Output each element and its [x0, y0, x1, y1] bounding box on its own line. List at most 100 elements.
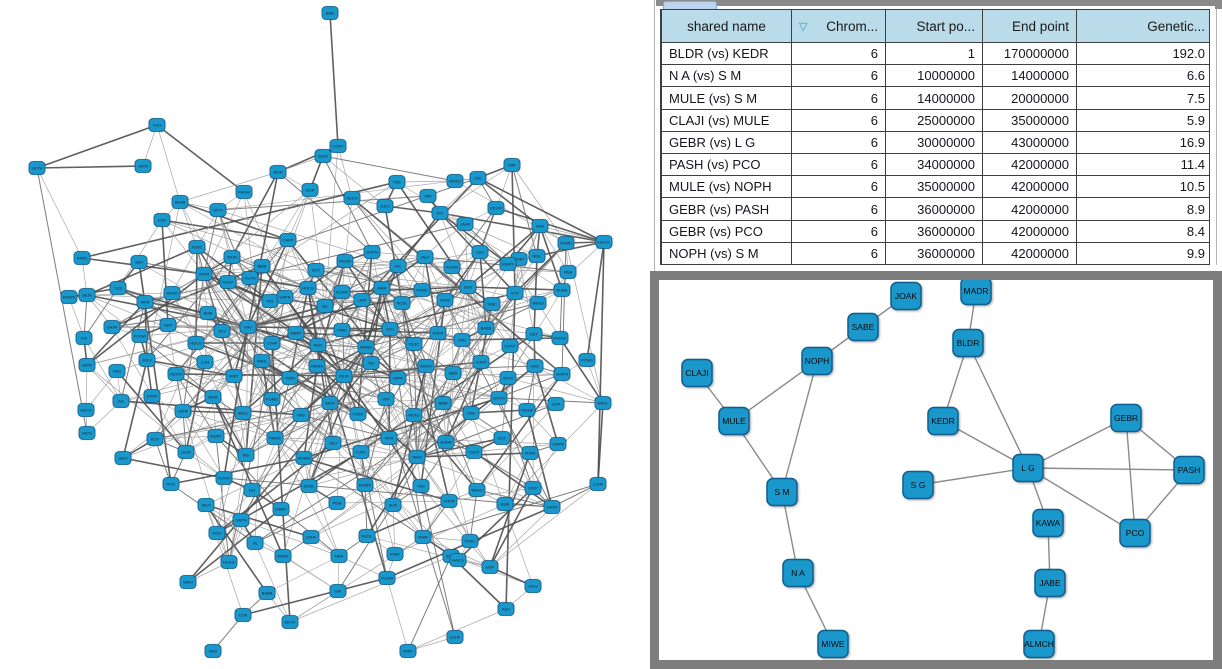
- node-shape[interactable]: [352, 445, 370, 459]
- overview-node[interactable]: LOHF: [302, 530, 320, 544]
- node-shape[interactable]: [207, 429, 225, 443]
- node-shape[interactable]: [243, 483, 261, 497]
- network-edge[interactable]: [917, 467, 1029, 486]
- node-shape[interactable]: [490, 391, 508, 405]
- network-node[interactable]: NOPH: [801, 346, 833, 376]
- node-shape[interactable]: [1119, 518, 1151, 548]
- node-shape[interactable]: [263, 336, 281, 350]
- table-row[interactable]: GEBR (vs) PASH 6 36000000 42000000 8.9: [662, 198, 1209, 221]
- overview-node[interactable]: NADL: [594, 396, 612, 410]
- node-shape[interactable]: [330, 549, 348, 563]
- overview-node[interactable]: CEKP: [219, 275, 237, 289]
- node-shape[interactable]: [333, 323, 351, 337]
- node-shape[interactable]: [393, 296, 411, 310]
- network-node[interactable]: MIWE: [817, 629, 849, 659]
- overview-node[interactable]: POM: [281, 371, 299, 385]
- node-shape[interactable]: [469, 171, 487, 185]
- node-shape[interactable]: [499, 257, 517, 271]
- network-edge[interactable]: [967, 342, 1029, 469]
- node-shape[interactable]: [471, 245, 489, 259]
- node-shape[interactable]: [130, 255, 148, 269]
- node-shape[interactable]: [266, 431, 284, 445]
- node-shape[interactable]: [195, 267, 213, 281]
- node-shape[interactable]: [329, 139, 347, 153]
- node-shape[interactable]: [177, 445, 195, 459]
- node-shape[interactable]: [1173, 455, 1205, 485]
- overview-node[interactable]: JALV: [114, 451, 132, 465]
- overview-network-canvas[interactable]: BABCOKPDETHFUGGIPNHACGJOLKEVMLUHFMIRNADL…: [0, 0, 650, 669]
- node-shape[interactable]: [209, 203, 227, 217]
- node-shape[interactable]: [890, 281, 922, 311]
- network-node[interactable]: ALMCH: [1023, 629, 1055, 659]
- network-edge[interactable]: [1027, 417, 1127, 469]
- overview-node[interactable]: PEM: [328, 496, 346, 510]
- overview-node[interactable]: GIPN: [78, 358, 96, 372]
- network-node[interactable]: MADR: [960, 280, 992, 306]
- overview-node[interactable]: KUVM: [333, 285, 351, 299]
- node-shape[interactable]: [524, 481, 542, 495]
- overview-node[interactable]: NADL: [253, 354, 271, 368]
- overview-node[interactable]: VAFR: [389, 371, 407, 385]
- overview-node[interactable]: DOT: [307, 263, 325, 277]
- overview-node[interactable]: GIP: [329, 584, 347, 598]
- network-edge[interactable]: [1027, 467, 1136, 534]
- node-shape[interactable]: [399, 644, 417, 658]
- node-shape[interactable]: [462, 406, 480, 420]
- overview-node[interactable]: FOG: [208, 526, 226, 540]
- overview-node[interactable]: NEDL: [234, 406, 252, 420]
- overview-node[interactable]: WUNJ: [405, 408, 423, 422]
- overview-node[interactable]: NED: [531, 219, 549, 233]
- overview-node[interactable]: DATH: [103, 320, 121, 334]
- node-shape[interactable]: [525, 327, 543, 341]
- node-shape[interactable]: [356, 478, 374, 492]
- node-shape[interactable]: [547, 397, 565, 411]
- node-shape[interactable]: [440, 494, 458, 508]
- overview-node[interactable]: BAB: [321, 6, 339, 20]
- overview-node[interactable]: DUT: [493, 431, 511, 445]
- filter-icon[interactable]: ▽: [799, 20, 808, 33]
- node-shape[interactable]: [246, 536, 264, 550]
- node-shape[interactable]: [497, 602, 515, 616]
- node-shape[interactable]: [272, 502, 290, 516]
- overview-node[interactable]: RIW: [292, 408, 310, 422]
- node-shape[interactable]: [336, 254, 354, 268]
- overview-node[interactable]: PUMD: [557, 236, 575, 250]
- overview-node[interactable]: MIR: [503, 158, 521, 172]
- node-shape[interactable]: [363, 245, 381, 259]
- overview-node[interactable]: LIH: [243, 483, 261, 497]
- overview-node[interactable]: BEBB: [171, 195, 189, 209]
- node-shape[interactable]: [258, 586, 276, 600]
- node-shape[interactable]: [349, 407, 367, 421]
- overview-node[interactable]: POMD: [578, 353, 596, 367]
- node-shape[interactable]: [237, 448, 255, 462]
- overview-node[interactable]: CUK: [153, 213, 171, 227]
- overview-node[interactable]: JUL: [112, 394, 130, 408]
- overview-node[interactable]: JIL: [246, 536, 264, 550]
- overview-node[interactable]: FUGW: [551, 331, 569, 345]
- overview-node[interactable]: SIJK: [384, 498, 402, 512]
- overview-node[interactable]: BOB: [199, 306, 217, 320]
- node-shape[interactable]: [225, 369, 243, 383]
- overview-node[interactable]: SUJK: [335, 369, 353, 383]
- node-shape[interactable]: [295, 451, 313, 465]
- overview-node[interactable]: COK: [234, 608, 252, 622]
- node-shape[interactable]: [263, 392, 281, 406]
- node-shape[interactable]: [292, 408, 310, 422]
- overview-node[interactable]: HAC: [108, 364, 126, 378]
- overview-node[interactable]: KAVM: [274, 549, 292, 563]
- node-shape[interactable]: [459, 280, 477, 294]
- node-shape[interactable]: [299, 281, 317, 295]
- node-shape[interactable]: [413, 283, 431, 297]
- node-shape[interactable]: [239, 320, 257, 334]
- overview-node[interactable]: SEJK: [78, 288, 96, 302]
- overview-node[interactable]: MAR: [373, 281, 391, 295]
- overview-node[interactable]: MIRT: [399, 644, 417, 658]
- node-shape[interactable]: [521, 446, 539, 460]
- overview-node[interactable]: JALV: [416, 250, 434, 264]
- node-shape[interactable]: [446, 174, 464, 188]
- overview-node[interactable]: HECG: [343, 191, 361, 205]
- node-shape[interactable]: [329, 584, 347, 598]
- overview-node[interactable]: PIMD: [333, 323, 351, 337]
- node-shape[interactable]: [373, 281, 391, 295]
- overview-node[interactable]: RUW: [436, 293, 454, 307]
